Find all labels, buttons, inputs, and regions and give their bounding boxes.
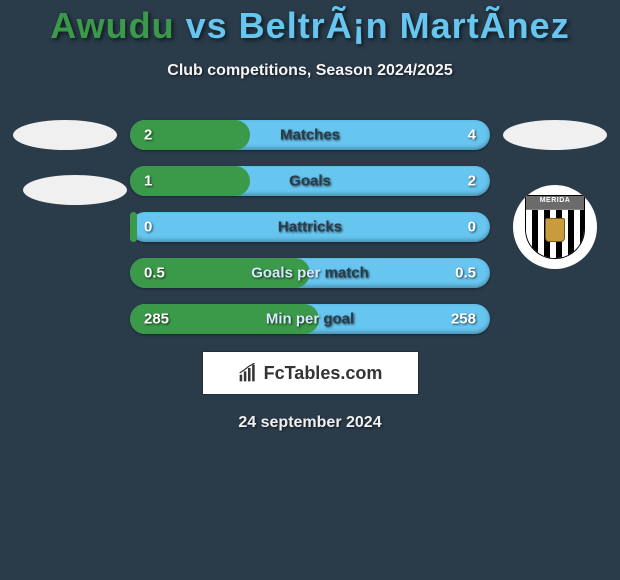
club-shield-icon: MERIDA	[525, 195, 585, 259]
brand-badge[interactable]: FcTables.com	[203, 352, 418, 394]
player1-club-placeholder	[23, 175, 127, 205]
stat-value-left: 285	[144, 311, 169, 328]
stat-value-right: 258	[451, 311, 476, 328]
page-title: Awudu vs BeltrÃ¡n MartÃ­nez	[0, 5, 620, 47]
title-vs: vs	[175, 5, 239, 46]
stat-bar: 0.5 0.5 Goals per match	[130, 258, 490, 288]
comparison-body: 2 4 Matches 1 2 Goals 0 0 Hattricks 0.5 0.5 Goals p…	[0, 120, 620, 334]
comparison-card: Awudu vs BeltrÃ¡n MartÃ­nez Club competi…	[0, 0, 620, 432]
stat-bar: 1 2 Goals	[130, 166, 490, 196]
stat-label: Hattricks	[278, 219, 342, 236]
right-side-column: MERIDA	[500, 120, 610, 269]
player1-avatar-placeholder	[13, 120, 117, 150]
stat-value-left: 0	[144, 219, 152, 236]
stat-bar: 0 0 Hattricks	[130, 212, 490, 242]
player2-club-logo: MERIDA	[513, 185, 597, 269]
stat-value-left: 0.5	[144, 265, 165, 282]
left-side-column	[10, 120, 120, 205]
stats-bars: 2 4 Matches 1 2 Goals 0 0 Hattricks 0.5 0.5 Goals p…	[130, 120, 490, 334]
stat-value-right: 4	[468, 127, 476, 144]
stat-bar: 285 258 Min per goal	[130, 304, 490, 334]
stat-bar: 2 4 Matches	[130, 120, 490, 150]
brand-text: FcTables.com	[264, 363, 383, 384]
stat-value-right: 0	[468, 219, 476, 236]
title-player2: BeltrÃ¡n MartÃ­nez	[239, 5, 570, 46]
footer-date: 24 september 2024	[0, 414, 620, 432]
stat-label: Goals per match	[251, 265, 369, 282]
club-shield-text: MERIDA	[526, 197, 584, 204]
stat-label: Goals	[289, 173, 331, 190]
stat-bar-fill	[130, 212, 137, 242]
stat-label: Min per goal	[266, 311, 354, 328]
subtitle: Club competitions, Season 2024/2025	[0, 62, 620, 80]
stat-value-right: 2	[468, 173, 476, 190]
chart-icon	[238, 363, 258, 383]
stat-label: Matches	[280, 127, 340, 144]
title-player1: Awudu	[50, 5, 174, 46]
stat-value-left: 2	[144, 127, 152, 144]
stat-value-left: 1	[144, 173, 152, 190]
player2-avatar-placeholder	[503, 120, 607, 150]
stat-value-right: 0.5	[455, 265, 476, 282]
